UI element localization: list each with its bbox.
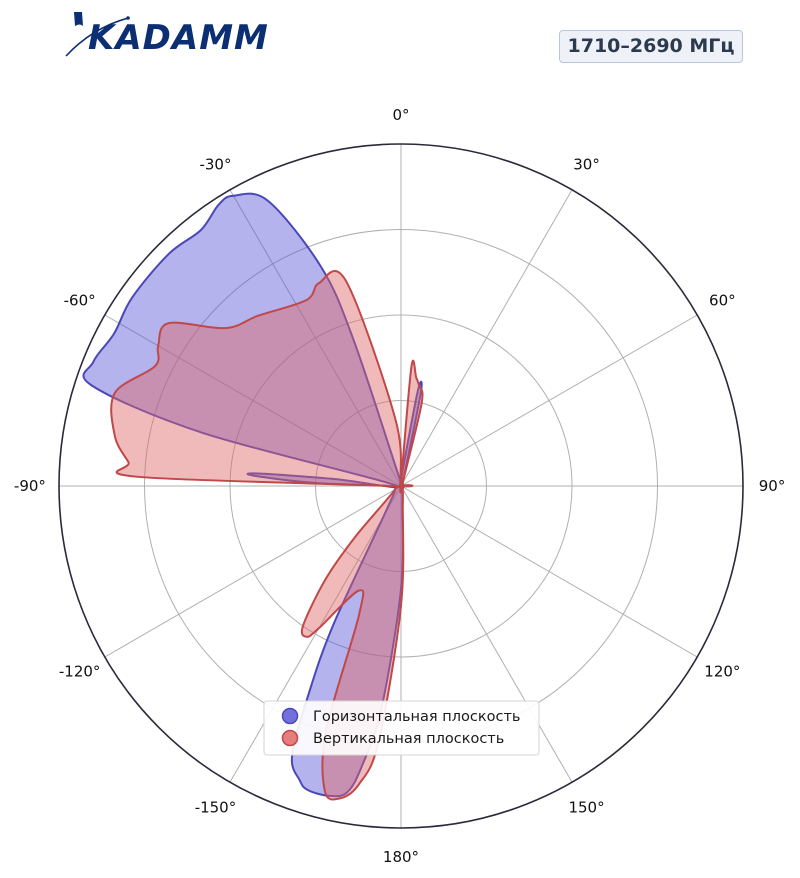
logo-swoosh bbox=[65, 17, 129, 57]
theta-tick-label: 150° bbox=[568, 798, 604, 816]
legend-label-vertical: Вертикальная плоскость bbox=[313, 731, 504, 747]
theta-tick-label: 0° bbox=[392, 106, 409, 124]
frequency-badge: 1710–2690 МГц bbox=[559, 30, 743, 63]
legend: Горизонтальная плоскость Вертикальная пл… bbox=[263, 700, 540, 756]
series-vertical bbox=[110, 270, 424, 801]
theta-tick-label: 90° bbox=[759, 477, 786, 495]
theta-tick-label: 180° bbox=[383, 848, 419, 866]
logo-dot bbox=[126, 16, 130, 20]
series-layer bbox=[82, 192, 424, 801]
polar-grid bbox=[58, 143, 744, 829]
theta-tick-label: -90° bbox=[14, 477, 46, 495]
theta-tick-label: 60° bbox=[709, 291, 736, 309]
theta-tick-label: 30° bbox=[573, 156, 600, 174]
outer-ring bbox=[58, 143, 744, 829]
legend-box bbox=[263, 700, 540, 756]
theta-tick-labels: 0° 30° 60° 90° 120° 150° 180° -150° -120° -90° -60… bbox=[14, 106, 785, 866]
legend-marker-vertical bbox=[281, 729, 299, 747]
legend-label-horizontal: Горизонтальная плоскость bbox=[313, 709, 520, 725]
logo-text: KADAMM bbox=[88, 18, 269, 58]
theta-tick-label: 120° bbox=[704, 663, 740, 681]
theta-tick-label: -120° bbox=[59, 663, 101, 681]
kadamm-logo bbox=[65, 12, 130, 57]
logo-flag bbox=[74, 12, 83, 26]
grid-ring bbox=[315, 400, 487, 572]
grid-ring bbox=[229, 314, 573, 658]
legend-marker-horizontal bbox=[281, 707, 299, 725]
theta-tick-label: -60° bbox=[64, 291, 96, 309]
theta-tick-label: -30° bbox=[199, 156, 231, 174]
theta-tick-label: -150° bbox=[195, 798, 237, 816]
